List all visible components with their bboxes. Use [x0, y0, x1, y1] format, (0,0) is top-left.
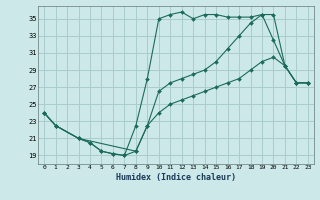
X-axis label: Humidex (Indice chaleur): Humidex (Indice chaleur) — [116, 173, 236, 182]
